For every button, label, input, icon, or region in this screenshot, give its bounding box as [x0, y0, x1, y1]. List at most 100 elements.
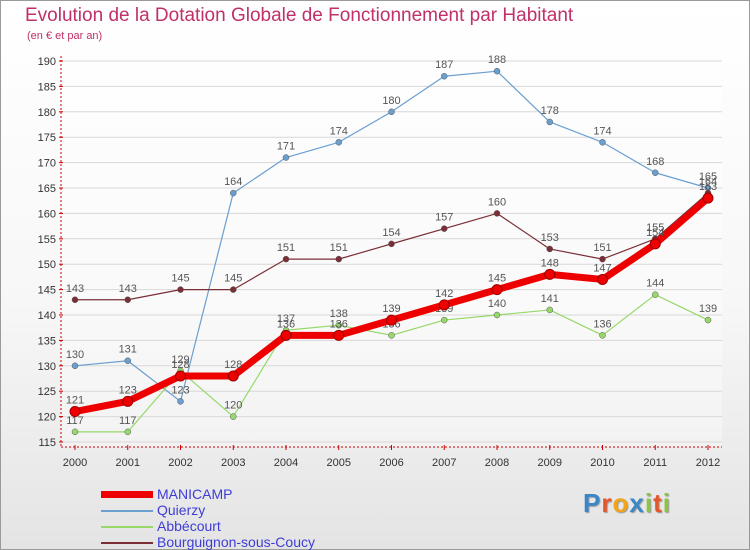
legend-swatch	[101, 526, 153, 528]
data-point	[122, 395, 134, 407]
data-point	[441, 225, 448, 232]
y-tick-label: 190	[38, 56, 56, 68]
data-label: 140	[488, 298, 506, 310]
data-point	[546, 118, 553, 126]
data-point	[333, 329, 345, 341]
data-point	[230, 413, 237, 420]
data-label: 151	[277, 242, 295, 254]
data-point	[177, 286, 184, 293]
data-point	[335, 255, 342, 263]
data-point	[71, 296, 79, 304]
data-label: 164	[699, 176, 717, 188]
data-point	[124, 357, 131, 364]
y-tick-label: 175	[38, 132, 56, 144]
data-point	[386, 314, 397, 326]
data-point	[69, 406, 81, 418]
data-label: 155	[646, 222, 664, 234]
data-label: 120	[224, 400, 242, 412]
data-label: 130	[66, 349, 84, 361]
data-label: 151	[593, 242, 611, 254]
data-point	[388, 240, 395, 248]
data-point	[544, 268, 556, 280]
x-tick-label: 2003	[221, 457, 245, 469]
data-point	[282, 255, 290, 263]
data-label: 178	[541, 105, 559, 117]
data-label: 154	[646, 227, 664, 239]
data-label: 174	[330, 125, 348, 137]
data-point	[177, 398, 184, 405]
data-label: 121	[66, 395, 84, 407]
data-point	[175, 370, 186, 382]
data-label: 145	[224, 273, 242, 285]
data-point	[230, 286, 237, 293]
data-point	[493, 311, 501, 319]
data-label: 163	[699, 181, 717, 193]
data-label: 151	[330, 242, 348, 254]
data-label: 188	[488, 54, 506, 66]
data-point	[282, 154, 290, 161]
legend-label: Abbécourt	[157, 518, 221, 534]
data-label: 136	[277, 318, 295, 330]
data-label: 141	[541, 293, 559, 305]
data-label: 143	[119, 283, 137, 295]
data-label: 165	[699, 171, 717, 183]
legend-label: MANICAMP	[157, 486, 233, 502]
x-tick-label: 2004	[274, 457, 298, 469]
legend-label: Quierzy	[157, 502, 206, 518]
x-tick-label: 2005	[327, 457, 351, 469]
chart-title: Evolution de la Dotation Globale de Fonc…	[25, 5, 574, 26]
y-tick-label: 160	[38, 208, 56, 220]
chart-subtitle: (en € et par an)	[27, 30, 103, 42]
x-tick-label: 2012	[696, 457, 720, 469]
data-point	[599, 139, 606, 146]
x-tick-label: 2009	[538, 457, 562, 469]
data-point	[493, 210, 501, 217]
data-label: 137	[277, 313, 295, 325]
data-label: 174	[593, 125, 611, 137]
y-tick-label: 165	[38, 183, 56, 195]
x-tick-label: 2006	[379, 457, 403, 469]
data-label: 154	[382, 227, 400, 239]
data-point	[438, 299, 450, 311]
data-label: 139	[382, 303, 400, 315]
data-point	[71, 362, 79, 370]
data-label: 145	[488, 273, 506, 285]
data-label: 117	[66, 415, 84, 427]
y-tick-label: 155	[38, 234, 56, 246]
data-point	[491, 284, 503, 296]
data-point	[230, 189, 237, 197]
data-point	[71, 428, 79, 436]
data-point	[124, 428, 131, 436]
data-point	[388, 108, 395, 116]
x-tick-label: 2008	[485, 457, 509, 469]
data-point	[280, 329, 292, 341]
legend-swatch	[101, 491, 153, 498]
data-point	[441, 316, 448, 324]
x-tick-label: 2002	[168, 457, 192, 469]
data-label: 180	[382, 95, 400, 107]
y-tick-label: 170	[38, 158, 56, 170]
y-tick-label: 115	[38, 437, 56, 449]
data-label: 148	[541, 257, 559, 269]
legend-label: Bourguignon-sous-Coucy	[157, 534, 315, 550]
data-point	[599, 332, 606, 339]
data-label: 164	[224, 176, 242, 188]
data-point	[546, 245, 553, 253]
y-tick-label: 145	[38, 285, 56, 297]
x-tick-label: 2011	[643, 457, 667, 469]
data-label: 128	[171, 359, 189, 371]
x-tick-label: 2001	[116, 457, 140, 469]
data-point	[493, 67, 501, 75]
y-tick-label: 140	[38, 310, 56, 322]
data-point	[388, 332, 395, 339]
data-label: 136	[593, 318, 611, 330]
data-label: 153	[541, 232, 559, 244]
y-tick-label: 130	[38, 361, 56, 373]
x-tick-label: 2010	[590, 457, 614, 469]
data-point	[546, 306, 553, 314]
data-label: 187	[435, 59, 453, 71]
y-tick-label: 185	[38, 81, 56, 93]
y-tick-label: 180	[38, 107, 56, 119]
data-label: 160	[488, 196, 506, 208]
data-label: 157	[435, 212, 453, 224]
